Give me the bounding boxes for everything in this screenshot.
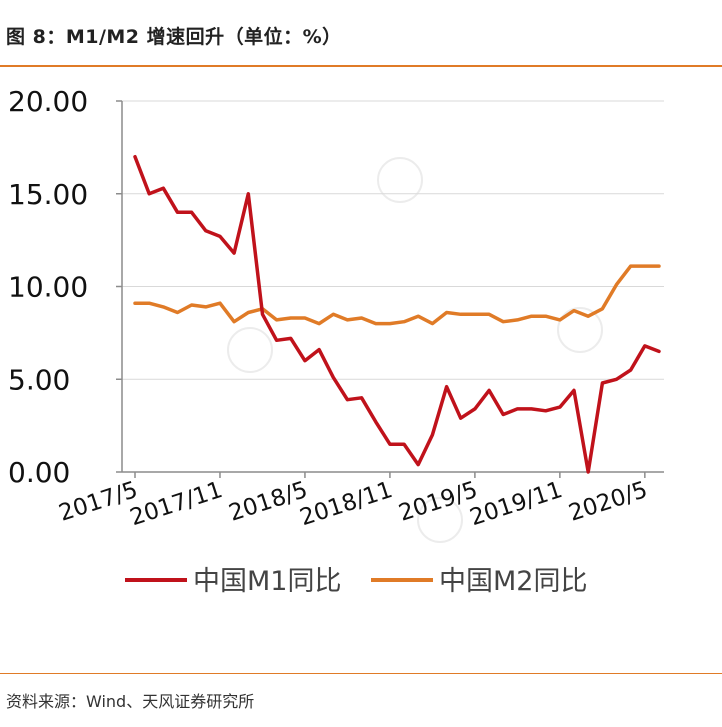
gridlines [122, 100, 664, 380]
x-tick-label: 2020/5 [566, 477, 651, 527]
watermark-mark [377, 157, 423, 203]
x-tick-label: 2018/11 [297, 477, 396, 531]
title-divider [0, 65, 722, 67]
watermark-mark [557, 307, 603, 353]
legend: 中国M1同比 中国M2同比 [125, 566, 587, 597]
legend-label-m1: 中国M1同比 [193, 566, 341, 597]
series-line-m1 [133, 154, 661, 474]
footer-divider [0, 673, 722, 674]
source-note: 资料来源：Wind、天风证券研究所 [6, 692, 255, 711]
series-line-m2 [133, 264, 661, 326]
x-tick-label: 2018/5 [226, 477, 311, 527]
y-tick-label: 20.00 [8, 85, 88, 118]
series-lines [133, 154, 661, 474]
y-tick-label: 15.00 [8, 178, 88, 211]
y-tick-label: 0.00 [8, 456, 70, 489]
watermark-mark [417, 497, 463, 543]
legend-label-m2: 中国M2同比 [439, 566, 587, 597]
y-tick-label: 10.00 [8, 271, 88, 304]
x-tick-label: 2019/11 [467, 477, 566, 531]
x-tick-label: 2019/5 [396, 477, 481, 527]
x-tick-label: 2017/11 [127, 477, 226, 531]
watermark [227, 157, 603, 543]
figure-title: 图 8：M1/M2 增速回升（单位：%） [6, 26, 342, 48]
watermark-mark [227, 327, 273, 373]
y-tick-labels: 0.00 5.00 10.00 15.00 20.00 [8, 85, 122, 489]
y-tick-label: 5.00 [8, 363, 70, 396]
